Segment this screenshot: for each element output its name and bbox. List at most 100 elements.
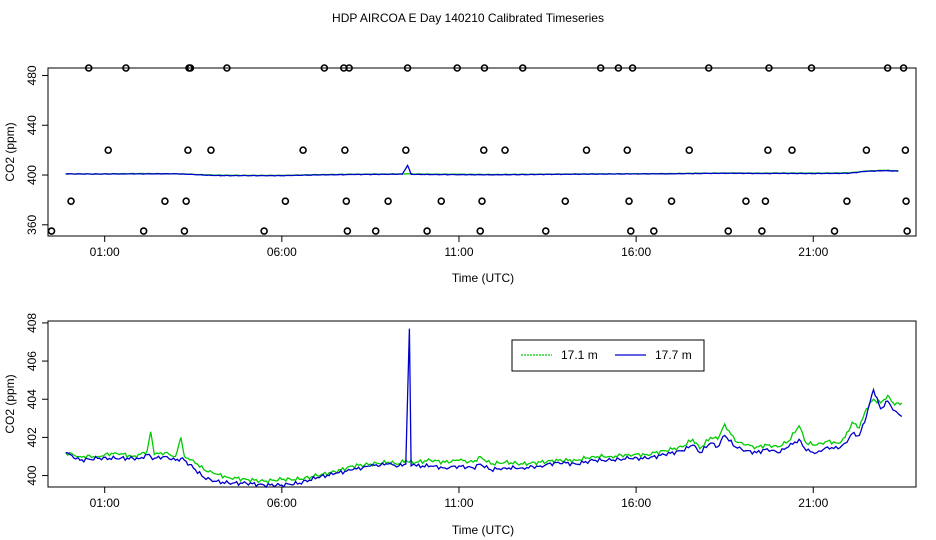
calibration-point (883, 64, 892, 72)
y-tick-label: 404 (25, 389, 39, 409)
x-tick-label: 11:00 (444, 496, 473, 510)
calibration-point (180, 227, 189, 235)
calibration-point (628, 64, 637, 72)
x-tick-label: 11:00 (444, 245, 473, 259)
calibration-point (84, 64, 93, 72)
calibration-point (343, 227, 352, 235)
legend-label-17-7m: 17.7 m (655, 348, 692, 362)
legend: 17.1 m 17.7 m (511, 339, 705, 372)
calibration-point (830, 227, 839, 235)
y-tick-label: 406 (25, 351, 39, 371)
calibration-point (901, 146, 910, 154)
calibration-point (345, 64, 353, 72)
calibration-point (625, 197, 633, 205)
calibration-point (184, 146, 192, 154)
calibration-point (371, 227, 380, 235)
y-tick-label: 408 (25, 313, 39, 333)
calibration-point (758, 227, 766, 235)
calibration-point (207, 146, 215, 154)
top-y-axis: 360 400 440 480 (25, 65, 48, 235)
calibration-point (764, 146, 772, 154)
bottom-x-axis-label: Time (UTC) (452, 523, 514, 537)
calibration-point (161, 197, 169, 205)
legend-label-17-1m: 17.1 m (561, 348, 598, 362)
calibration-point (479, 146, 488, 154)
calibration-point (807, 64, 816, 72)
calibration-point (437, 197, 446, 205)
calibration-point (902, 197, 910, 205)
calibration-point (761, 197, 770, 205)
top-y-axis-label: CO2 (ppm) (3, 122, 17, 181)
calibration-point (614, 64, 623, 72)
calibration-point (596, 64, 605, 72)
calibration-point (724, 227, 733, 235)
calibration-point (402, 146, 410, 154)
bottom-plot-frame (47, 320, 917, 488)
series-line-blue (65, 163, 899, 177)
calibration-point (582, 146, 591, 154)
calibration-point (453, 64, 462, 72)
calibration-point (742, 197, 750, 205)
bottom-panel: 01:00 06:00 11:00 16:00 21:00 40040240440640… (3, 313, 917, 537)
top-x-axis: 01:00 06:00 11:00 16:00 21:00 (90, 236, 829, 259)
calibration-point (139, 227, 148, 235)
top-x-axis-label: Time (UTC) (452, 271, 514, 285)
x-tick-label: 21:00 (798, 245, 828, 259)
calibration-point (104, 146, 113, 154)
calibration-point (480, 64, 489, 72)
bottom-y-axis: 400 402 404 406 408 (25, 313, 48, 486)
calibration-point (478, 197, 486, 205)
calibration-point (384, 197, 392, 205)
x-tick-label: 16:00 (621, 245, 651, 259)
calibration-point (260, 227, 268, 235)
y-tick-label: 400 (25, 165, 39, 185)
calibration-point (626, 227, 635, 235)
calibration-point (423, 227, 431, 235)
calibration-point (765, 64, 773, 72)
figure-title: HDP AIRCOA E Day 140210 Calibrated Times… (332, 11, 604, 25)
x-tick-label: 06:00 (267, 496, 297, 510)
calibration-point (186, 64, 195, 72)
calibration-point (541, 227, 550, 235)
calibration-point (623, 146, 632, 154)
series-line-blue (65, 328, 903, 489)
calibration-point (341, 146, 349, 154)
calibration-point (223, 64, 231, 72)
calibration-point (704, 64, 713, 72)
calibration-point (788, 146, 796, 154)
x-tick-label: 06:00 (267, 245, 297, 259)
calibration-point (182, 197, 190, 205)
calibration-point (862, 146, 871, 154)
calibration-point (685, 146, 694, 154)
calibration-point (843, 197, 851, 205)
calibration-point (667, 197, 676, 205)
calibration-point (476, 227, 485, 235)
calibration-point (899, 64, 908, 72)
calibration-point (342, 197, 351, 205)
calibration-point (122, 64, 130, 72)
y-tick-label: 480 (25, 65, 39, 85)
top-panel: 01:00 06:00 11:00 16:00 21:00 360 400 440 480 T… (3, 64, 917, 285)
bottom-series-lines (65, 328, 903, 489)
calibration-point (501, 146, 509, 154)
bottom-x-axis: 01:00 06:00 11:00 16:00 21:00 (90, 487, 829, 510)
x-tick-label: 01:00 (90, 245, 120, 259)
x-tick-label: 21:00 (798, 496, 828, 510)
y-tick-label: 402 (25, 427, 39, 447)
calibration-point (299, 146, 307, 154)
calibration-point (281, 197, 290, 205)
calibration-point (650, 227, 658, 235)
y-tick-label: 400 (25, 465, 39, 485)
calibration-point (903, 227, 911, 235)
y-tick-label: 360 (25, 214, 39, 234)
calibration-point (320, 64, 329, 72)
series-line-green (65, 394, 903, 485)
calibration-point (67, 197, 75, 205)
x-tick-label: 01:00 (90, 496, 120, 510)
bottom-y-axis-label: CO2 (ppm) (3, 374, 17, 433)
calibration-point (403, 64, 412, 72)
calibration-point (561, 197, 570, 205)
y-tick-label: 440 (25, 115, 39, 135)
x-tick-label: 16:00 (621, 496, 651, 510)
